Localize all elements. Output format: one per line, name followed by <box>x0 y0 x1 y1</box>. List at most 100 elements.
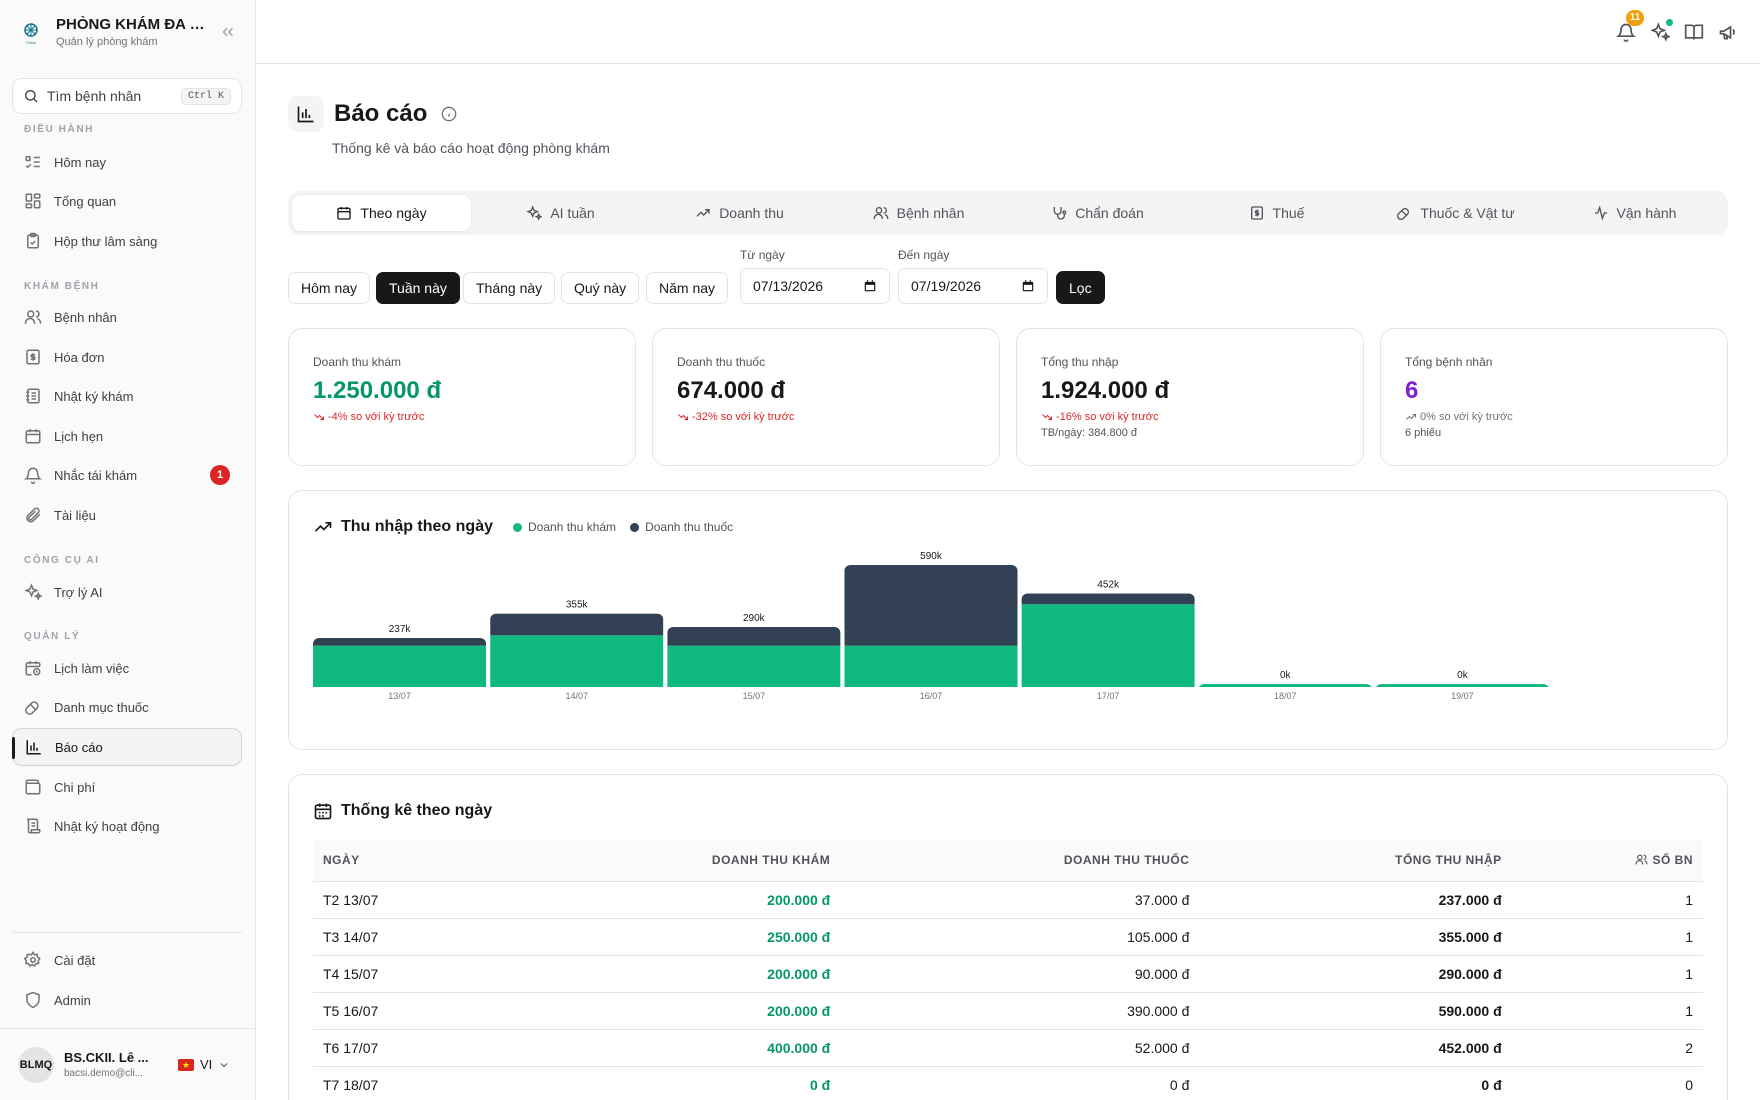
tab-theo-ngay[interactable]: Theo ngày <box>292 195 471 231</box>
tab-thue[interactable]: Thuế <box>1187 195 1366 231</box>
tab-label: Thuế <box>1272 205 1305 221</box>
cell-so-bn: 1 <box>1511 992 1703 1030</box>
card-trend-text: -4% so với kỳ trước <box>328 411 425 423</box>
cell-ngay: T6 17/07 <box>313 1029 499 1067</box>
dashboard-icon <box>25 193 41 209</box>
notifications-button[interactable]: 11 <box>1616 9 1644 42</box>
sidebar-item-benh-nhan[interactable]: Bệnh nhân <box>12 298 242 336</box>
tab-thuoc-vat-tu[interactable]: Thuốc & Vật tư <box>1366 195 1545 231</box>
col-doanh-thu-kham[interactable]: DOANH THU KHÁM <box>498 839 841 882</box>
announcements-button[interactable] <box>1718 22 1738 42</box>
col-tong-thu-nhap[interactable]: TỔNG THU NHẬP <box>1199 839 1512 882</box>
bar-group[interactable] <box>1021 593 1195 687</box>
collapse-sidebar-icon[interactable] <box>219 23 237 41</box>
filter-apply-button[interactable]: Lọc <box>1056 271 1105 304</box>
sidebar-item-admin[interactable]: Admin <box>12 981 242 1019</box>
from-date-input[interactable]: 07/13/2026 <box>740 268 890 304</box>
col-doanh-thu-thuoc[interactable]: DOANH THU THUỐC <box>840 839 1200 882</box>
bar-group[interactable] <box>667 627 841 687</box>
bar-chart-icon <box>26 740 41 755</box>
cell-doanh-thu-thuoc: 37.000 đ <box>840 881 1200 919</box>
col-so-bn[interactable]: SỐ BN <box>1511 839 1703 882</box>
users-icon <box>873 207 888 219</box>
income-bar-chart: 237k 13/07 355k 14/07 290k 15/07 590k 16/07 452k… <box>313 551 1549 701</box>
activity-icon <box>1594 205 1607 221</box>
sidebar-item-hop-thu-lam-sang[interactable]: Hộp thư lâm sàng <box>12 222 242 260</box>
card-tong-benh-nhan: Tổng bệnh nhân 6 0% so với kỳ trước 6 ph… <box>1380 328 1728 466</box>
trending-up-icon <box>1406 414 1416 420</box>
bar-group[interactable] <box>1198 684 1372 687</box>
bar-group[interactable] <box>1375 684 1549 687</box>
cell-tong-thu-nhap: 0 đ <box>1199 1066 1512 1100</box>
svg-text:Clinic: Clinic <box>26 40 36 45</box>
bar-group[interactable] <box>490 613 664 687</box>
user-profile[interactable]: BLMQ BS.CKII. Lê ... bacsi.demo@cli... ★… <box>0 1028 255 1100</box>
bar-group[interactable] <box>313 637 487 687</box>
cell-so-bn: 2 <box>1511 1029 1703 1067</box>
sidebar-item-label: Hộp thư lâm sàng <box>54 233 158 249</box>
x-tick-label: 19/07 <box>1451 691 1474 701</box>
card-value: 1.924.000 đ <box>1041 377 1170 404</box>
to-date-value: 07/19/2026 <box>911 278 982 294</box>
to-date-input[interactable]: 07/19/2026 <box>898 268 1048 304</box>
avatar: BLMQ <box>18 1046 54 1083</box>
x-tick-label: 18/07 <box>1274 691 1297 701</box>
guide-button[interactable] <box>1684 22 1704 42</box>
sidebar-item-label: Trợ lý AI <box>54 584 103 600</box>
sidebar-item-nhat-ky-kham[interactable]: Nhật ký khám <box>12 377 242 415</box>
tab-doanh-thu[interactable]: Doanh thu <box>650 195 829 231</box>
bar-group[interactable] <box>844 565 1018 687</box>
preset-hom-nay[interactable]: Hôm nay <box>288 272 371 304</box>
tab-chan-doan[interactable]: Chẩn đoán <box>1008 195 1187 231</box>
calendar-clock-icon <box>25 661 41 676</box>
sidebar-item-nhat-ky-hoat-dong[interactable]: Nhật ký hoạt động <box>12 807 242 845</box>
card-extra: TB/ngày: 384.800 đ <box>1041 427 1138 439</box>
preset-thang-nay[interactable]: Tháng này <box>463 272 556 304</box>
bar-kham <box>1198 684 1372 687</box>
info-icon[interactable] <box>441 106 457 122</box>
chevron-down-icon <box>220 1062 228 1067</box>
receipt-icon <box>1250 206 1263 220</box>
ai-assistant-button[interactable] <box>1650 18 1673 42</box>
tab-van-hanh[interactable]: Vận hành <box>1545 195 1724 231</box>
sidebar-item-tai-lieu[interactable]: Tài liệu <box>12 496 242 534</box>
sidebar-item-cai-dat[interactable]: Cài đặt <box>12 941 242 979</box>
sidebar-item-bao-cao[interactable]: Báo cáo <box>12 728 242 766</box>
cell-doanh-thu-thuoc: 105.000 đ <box>840 918 1200 956</box>
sidebar-item-tro-ly-ai[interactable]: Trợ lý AI <box>12 573 242 611</box>
col-ngay[interactable]: NGÀY <box>313 839 499 882</box>
main-content: 11 Báo cáo Thống kê và báo cáo hoạt động… <box>256 0 1760 1100</box>
sidebar-item-chi-phi[interactable]: Chi phí <box>12 768 242 806</box>
sidebar-item-hom-nay[interactable]: Hôm nay <box>12 143 242 181</box>
patient-search[interactable]: Tìm bệnh nhân Ctrl K <box>12 78 242 114</box>
vietnam-flag-icon: ★ <box>178 1058 194 1071</box>
sidebar-item-label: Cài đặt <box>54 952 96 968</box>
sidebar-item-tong-quan[interactable]: Tổng quan <box>12 182 242 220</box>
tab-ai-tuan[interactable]: AI tuần <box>471 195 650 231</box>
cell-doanh-thu-thuoc: 390.000 đ <box>840 992 1200 1030</box>
bar-kham <box>667 645 841 687</box>
sidebar-item-lich-hen[interactable]: Lịch hẹn <box>12 417 242 455</box>
sidebar-item-lich-lam-viec[interactable]: Lịch làm việc <box>12 649 242 687</box>
language-switcher[interactable]: ★ VI <box>178 1057 230 1072</box>
tab-label: AI tuần <box>550 205 595 221</box>
card-label: Doanh thu khám <box>313 355 402 369</box>
x-tick-label: 17/07 <box>1097 691 1120 701</box>
card-doanh-thu-thuoc: Doanh thu thuốc 674.000 đ -32% so với kỳ… <box>652 328 1000 466</box>
card-trend: -16% so với kỳ trước <box>1041 411 1339 423</box>
preset-nam-nay[interactable]: Năm nay <box>646 272 729 304</box>
preset-tuan-nay[interactable]: Tuần này <box>376 272 460 304</box>
bar-thuoc <box>667 627 841 646</box>
pill-icon <box>1397 208 1410 220</box>
sidebar-item-hoa-don[interactable]: Hóa đơn <box>12 338 242 376</box>
sidebar-item-danh-muc-thuoc[interactable]: Danh mục thuốc <box>12 688 242 726</box>
cell-ngay: T2 13/07 <box>313 881 499 919</box>
card-trend: -4% so với kỳ trước <box>313 411 611 423</box>
sidebar-item-nhac-tai-kham[interactable]: Nhắc tái khám 1 <box>12 456 242 494</box>
tab-benh-nhan[interactable]: Bệnh nhân <box>829 195 1008 231</box>
preset-quy-nay[interactable]: Quý này <box>561 272 640 304</box>
card-label: Doanh thu thuốc <box>677 355 766 369</box>
calendar-icon <box>1022 280 1034 292</box>
